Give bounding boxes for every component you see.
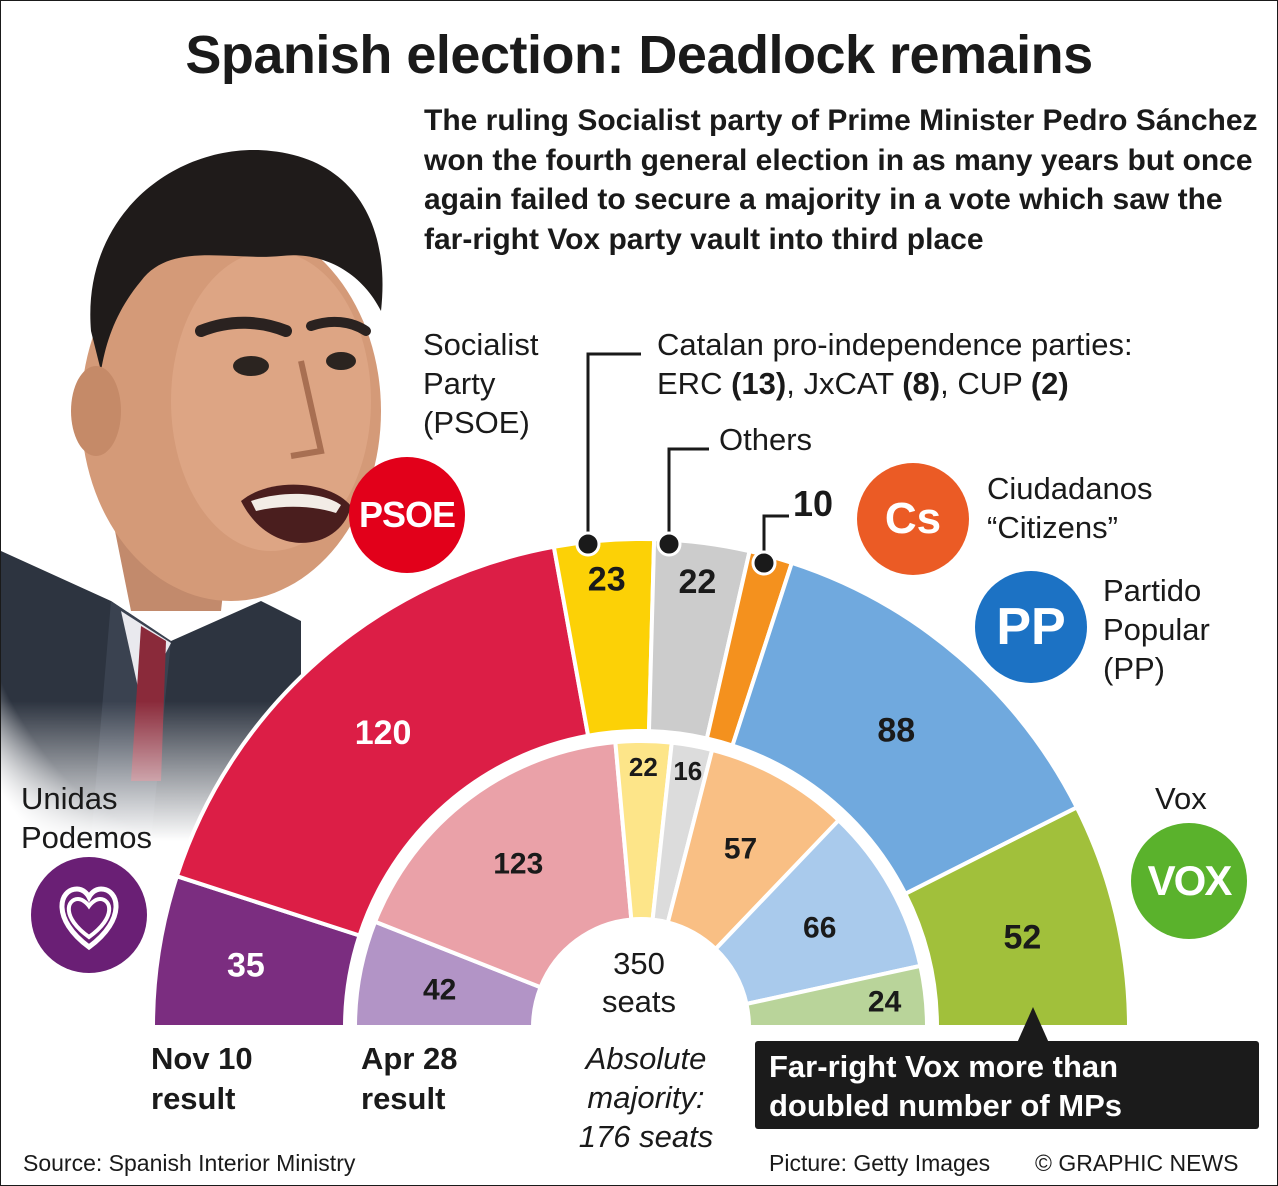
catalan-leader-line xyxy=(586,352,641,544)
vox-label: Vox xyxy=(1155,781,1207,816)
nov10-seat-segment xyxy=(174,544,591,939)
apr28-seat-value: 22 xyxy=(629,752,658,782)
cs-leader-line xyxy=(762,514,789,563)
nov10-seat-labels: 35 120 23 22 88 52 xyxy=(227,561,1041,985)
apr28-seat-value: 24 xyxy=(868,985,902,1018)
apr28-ring xyxy=(352,739,930,1131)
picture-credit: Picture: Getty Images xyxy=(769,1150,991,1176)
cs-seat-label: 10 xyxy=(793,483,834,524)
pp-label: Partido Popular (PP) xyxy=(1103,571,1210,688)
apr28-seat-segment xyxy=(712,817,923,1007)
nov10-seat-value: 52 xyxy=(1003,919,1041,957)
nov10-ring xyxy=(150,537,1132,1029)
total-seats: 350 xyxy=(613,946,665,981)
vox-logo: VOX xyxy=(1131,823,1247,939)
pp-label-line: Popular xyxy=(1103,612,1210,647)
cs-logo: Cs xyxy=(857,463,969,575)
apr28-result-label: Apr 28 result xyxy=(361,1039,457,1119)
portrait-photo xyxy=(1,81,421,841)
psoe-label-line: (PSOE) xyxy=(423,405,530,440)
summary-text: The ruling Socialist party of Prime Mini… xyxy=(424,104,1258,256)
podemos-label-line: Unidas xyxy=(21,781,118,816)
apr28-seat-value: 57 xyxy=(724,833,757,866)
podemos-label: Unidas Podemos xyxy=(21,779,152,857)
callout-pointer xyxy=(1017,1007,1049,1043)
vox-callout: Far-right Vox more than doubled number o… xyxy=(755,1041,1259,1129)
nov10-label-line: Nov 10 xyxy=(151,1041,253,1076)
apr28-seat-segment xyxy=(744,963,930,1029)
pp-label-line: Partido xyxy=(1103,573,1202,608)
page-title: Spanish election: Deadlock remains xyxy=(185,25,1093,85)
cs-leader-dot xyxy=(751,550,777,576)
cs-label-line: Ciudadanos xyxy=(987,471,1153,506)
cs-label: Ciudadanos “Citizens” xyxy=(987,469,1152,547)
catalan-label-line: Catalan pro-independence parties: xyxy=(657,327,1133,362)
graphic-news-credit: © GRAPHIC NEWS xyxy=(1035,1150,1239,1176)
majority-line: majority: xyxy=(587,1080,705,1115)
majority-note: Absolute majority: 176 seats xyxy=(541,1039,751,1156)
nov10-seat-value: 120 xyxy=(355,714,412,752)
callout-line: doubled number of MPs xyxy=(769,1088,1123,1123)
catalan-leader-dot xyxy=(575,531,601,557)
source-credit: Source: Spanish Interior Ministry xyxy=(23,1150,356,1176)
seats-unit: seats xyxy=(601,984,677,1019)
pp-logo: PP xyxy=(975,571,1087,683)
nov10-seat-segment xyxy=(902,804,1132,1029)
apr28-seat-value: 16 xyxy=(673,756,702,786)
psoe-label: Socialist Party (PSOE) xyxy=(423,325,538,442)
cs-label-line: “Citizens” xyxy=(987,510,1118,545)
nov10-seat-value: 23 xyxy=(588,561,626,599)
others-leader-dot xyxy=(656,531,682,557)
psoe-logo: PSOE xyxy=(349,457,465,573)
psoe-label-line: Party xyxy=(423,366,496,401)
nov10-label-line: result xyxy=(151,1081,236,1116)
apr28-seat-value: 66 xyxy=(803,911,836,944)
podemos-label-line: Podemos xyxy=(21,820,152,855)
nov10-seat-value: 88 xyxy=(877,712,915,750)
majority-line: 176 seats xyxy=(578,1119,714,1154)
apr28-seat-value: 123 xyxy=(493,848,543,881)
apr28-seat-segment xyxy=(372,739,634,990)
center-label: 350 seats xyxy=(569,945,709,1021)
others-label: Others xyxy=(719,422,813,457)
apr28-label-line: result xyxy=(361,1081,446,1116)
nov10-seat-value: 22 xyxy=(678,563,716,601)
apr28-seat-value: 42 xyxy=(423,973,456,1006)
callout-line: Far-right Vox more than xyxy=(769,1049,1119,1084)
apr28-label-line: Apr 28 xyxy=(361,1041,458,1076)
podemos-logo xyxy=(31,857,147,973)
catalan-label: Catalan pro-independence parties: ERC (1… xyxy=(657,325,1133,403)
catalan-label-parties: ERC (13), JxCAT (8), CUP (2) xyxy=(657,366,1069,401)
nov10-result-label: Nov 10 result xyxy=(151,1039,253,1119)
psoe-label-line: Socialist xyxy=(423,327,539,362)
apr28-seat-labels: 42 123 22 16 57 66 24 xyxy=(423,752,902,1019)
pp-label-line: (PP) xyxy=(1103,651,1165,686)
center-hole xyxy=(537,923,745,1131)
others-leader-line xyxy=(667,447,709,544)
majority-line: Absolute xyxy=(585,1041,707,1076)
nov10-seat-value: 35 xyxy=(227,947,265,985)
